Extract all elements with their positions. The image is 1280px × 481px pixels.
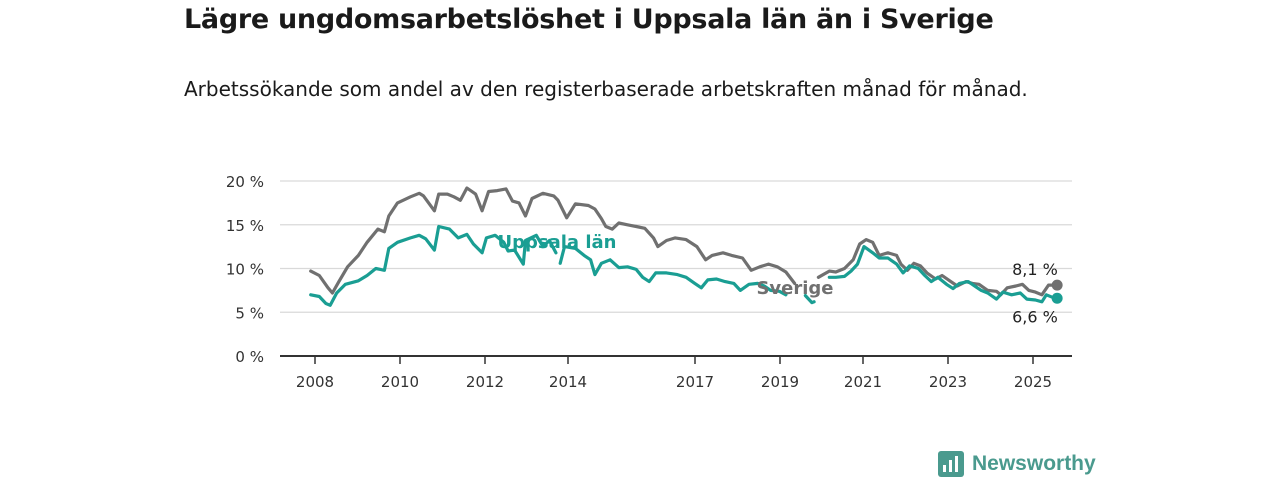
series-line-uppsala — [827, 245, 1059, 304]
x-tick-label: 2019 — [761, 373, 799, 391]
y-tick-label: 0 % — [235, 348, 264, 366]
grid-lines — [280, 180, 1072, 313]
y-tick-label: 15 % — [226, 217, 264, 235]
y-axis-ticks: 0 % 5 % 10 % 15 % 20 % — [226, 173, 264, 366]
x-tick-label: 2017 — [676, 373, 714, 391]
newsworthy-logo: Newsworthy — [938, 449, 1096, 479]
x-tick-label: 2021 — [844, 373, 882, 391]
chart-subtitle: Arbetssökande som andel av den registerb… — [184, 77, 1028, 101]
end-point-marker — [1051, 279, 1063, 291]
uppsala-series-label: Uppsala län — [498, 232, 617, 253]
uppsala-end-label: 6,6 % — [1012, 307, 1058, 326]
x-tick-label: 2014 — [549, 373, 587, 391]
series-line-uppsala — [803, 294, 816, 305]
series-line-sverige — [309, 186, 797, 295]
x-tick-label: 2008 — [296, 373, 334, 391]
x-tick-label: 2023 — [929, 373, 967, 391]
x-tick-label: 2010 — [381, 373, 419, 391]
x-axis: 2008 2010 2012 2014 2017 2019 2021 2023 2025 — [280, 355, 1072, 391]
chart-title: Lägre ungdomsarbetslöshet i Uppsala län … — [184, 4, 994, 35]
y-tick-label: 5 % — [235, 304, 264, 322]
x-tick-label: 2012 — [466, 373, 504, 391]
series-line-uppsala — [309, 224, 558, 307]
y-tick-label: 10 % — [226, 261, 264, 279]
sverige-series-label: Sverige — [756, 278, 833, 299]
bar-chart-icon — [938, 451, 964, 477]
series-lines — [309, 186, 1063, 307]
end-point-marker — [1051, 292, 1063, 304]
sverige-end-label: 8,1 % — [1012, 260, 1058, 279]
brand-name: Newsworthy — [972, 452, 1096, 475]
x-tick-label: 2025 — [1014, 373, 1052, 391]
y-tick-label: 20 % — [226, 173, 264, 191]
series-labels: 8,1 % 6,6 % Uppsala län Sverige — [498, 232, 1058, 326]
series-line-uppsala — [558, 245, 788, 297]
